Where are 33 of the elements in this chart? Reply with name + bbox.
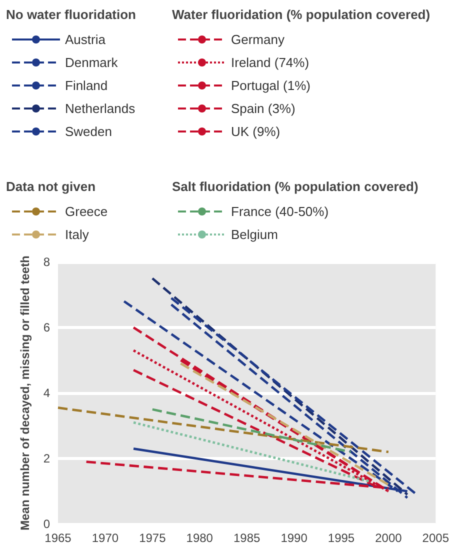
- x-tick-label: 1970: [92, 531, 119, 545]
- x-tick-label: 1995: [328, 531, 355, 545]
- x-tick-label: 1965: [44, 531, 72, 545]
- x-tick-label: 1990: [280, 531, 308, 545]
- text: No water fluoridation: [6, 7, 136, 22]
- legend-label: Portugal (1%): [231, 78, 310, 93]
- legend-label: Greece: [65, 204, 108, 219]
- y-axis-title: Mean number of decayed, missing or filled teeth: [18, 256, 32, 530]
- x-tick-label: 1985: [233, 531, 260, 545]
- legend-label: Netherlands: [65, 101, 136, 116]
- text: Data not given: [6, 179, 96, 194]
- x-tick-label: 2000: [375, 531, 402, 545]
- y-tick-label: 2: [43, 452, 50, 466]
- legend-label: Spain (3%): [231, 101, 296, 116]
- legend-label: Belgium: [231, 227, 278, 242]
- x-tick-label: 2005: [422, 531, 450, 545]
- y-tick-label: 6: [43, 320, 50, 334]
- legend-label: Sweden: [65, 124, 112, 139]
- legend-label: Austria: [65, 32, 106, 47]
- y-tick-label: 4: [43, 386, 50, 400]
- legend-label: Denmark: [65, 55, 118, 70]
- text: Water fluoridation (% population covered): [172, 7, 430, 22]
- text: Salt fluoridation (% population covered): [172, 179, 418, 194]
- x-tick-label: 1975: [139, 531, 166, 545]
- legend-label: UK (9%): [231, 124, 280, 139]
- legend-label: Italy: [65, 227, 90, 242]
- y-tick-label: 0: [43, 517, 50, 531]
- y-tick-label: 8: [43, 255, 50, 269]
- legend-label: France (40-50%): [231, 204, 329, 219]
- legend-label: Finland: [65, 78, 108, 93]
- legend-label: Ireland (74%): [231, 55, 310, 70]
- x-tick-label: 1980: [186, 531, 214, 545]
- legend-label: Germany: [231, 32, 285, 47]
